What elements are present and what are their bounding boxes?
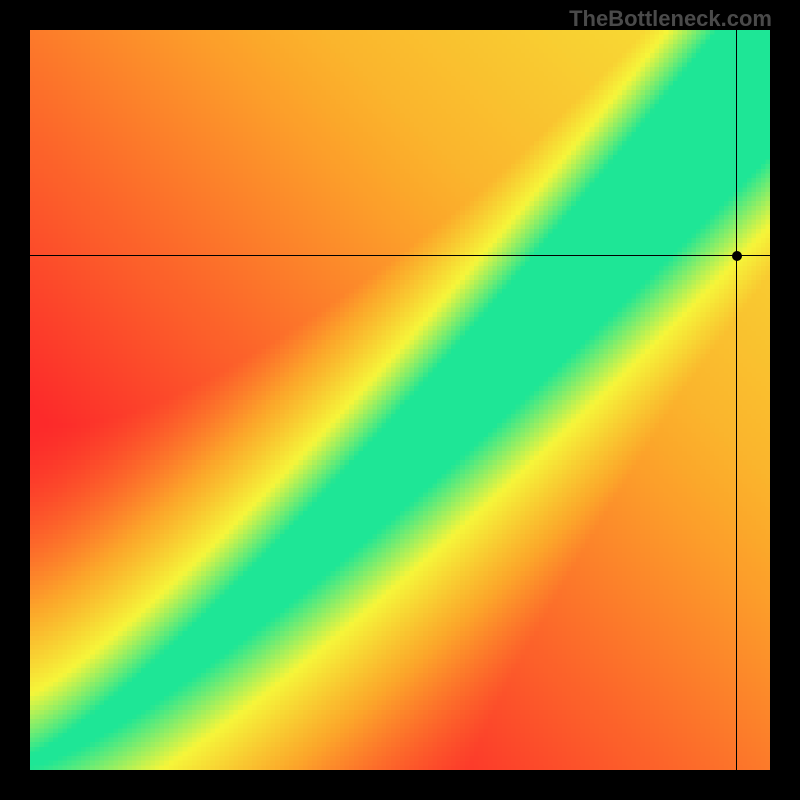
- watermark-text: TheBottleneck.com: [569, 6, 772, 32]
- crosshair-vertical: [736, 30, 737, 770]
- crosshair-marker: [732, 251, 742, 261]
- crosshair-horizontal: [30, 255, 770, 256]
- chart-container: TheBottleneck.com: [0, 0, 800, 800]
- heatmap-canvas: [30, 30, 770, 770]
- heatmap-plot: [30, 30, 770, 770]
